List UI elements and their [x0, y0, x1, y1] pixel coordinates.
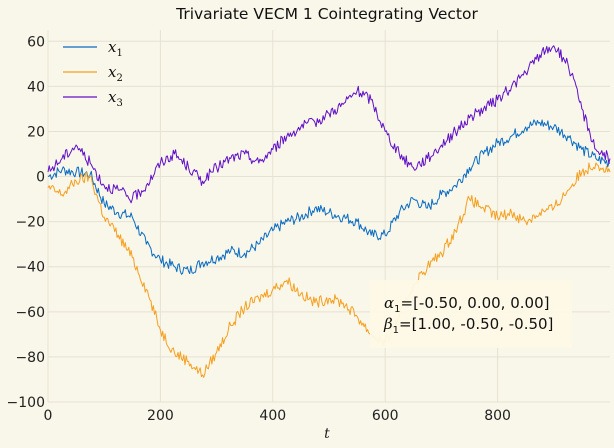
tick-labels: 0 200 400 600 800 −100 −80 −60 −40 −20 0 20 40 60	[7, 34, 511, 424]
annotation-box: α1=[-0.50, 0.00, 0.00]β1=[1.00, -0.50, -…	[370, 280, 572, 348]
y-tick-label: −20	[15, 215, 45, 231]
annotation-line-2: β1=[1.00, -0.50, -0.50]	[383, 315, 553, 336]
x-tick-label: 0	[44, 408, 53, 424]
x-tick-label: 600	[372, 408, 399, 424]
x-tick-label: 800	[484, 408, 511, 424]
series-line-x3	[47, 45, 611, 204]
y-tick-label: 60	[27, 34, 45, 50]
y-tick-label: 0	[36, 170, 45, 186]
annotation-background	[370, 280, 572, 348]
y-tick-label: −80	[15, 350, 45, 366]
x-tick-label: 400	[259, 408, 286, 424]
series-line-x2	[47, 162, 611, 378]
y-tick-label: −40	[15, 260, 45, 276]
y-tick-label: −100	[7, 395, 45, 411]
x-tick-label: 200	[147, 408, 174, 424]
x-axis-label: t	[324, 426, 330, 442]
y-tick-label: −60	[15, 305, 45, 321]
y-tick-label: 20	[27, 124, 45, 140]
chart-title: Trivariate VECM 1 Cointegrating Vector	[175, 5, 478, 23]
annotation-line-1: α1=[-0.50, 0.00, 0.00]	[384, 294, 549, 315]
series-line-x1	[47, 119, 611, 275]
series-layer	[47, 45, 611, 378]
y-tick-label: 40	[27, 79, 45, 95]
